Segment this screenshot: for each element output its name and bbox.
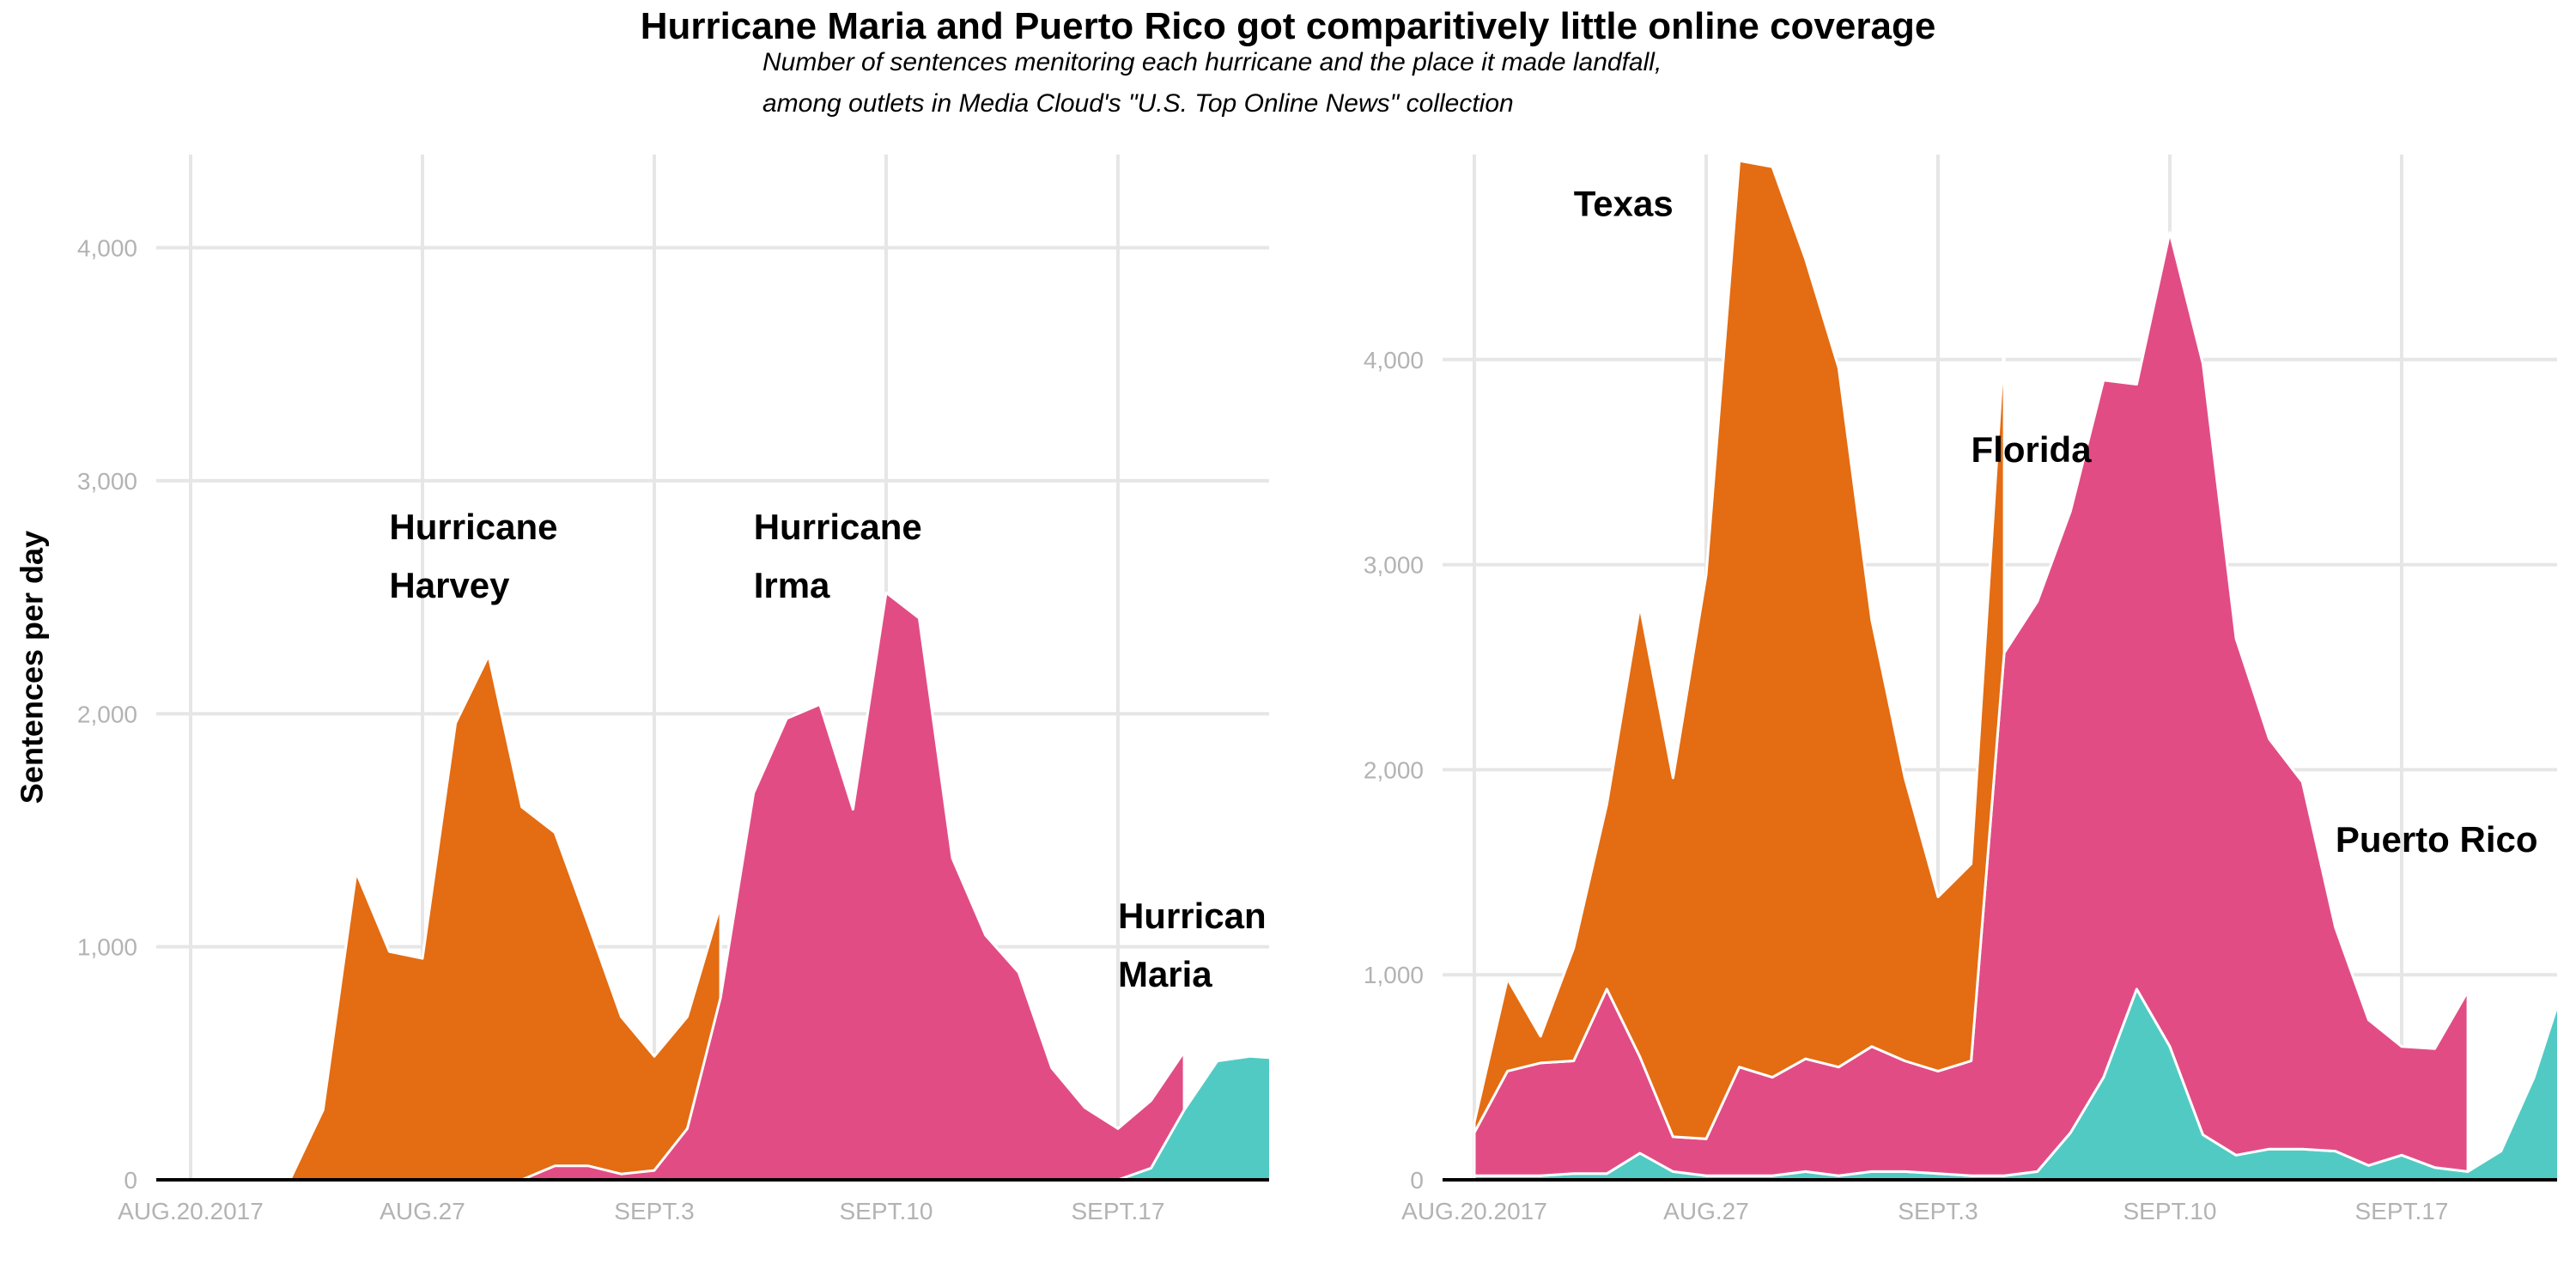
series-annotation: Puerto Rico bbox=[2336, 819, 2538, 860]
plot-area bbox=[189, 591, 1269, 1180]
y-tick-label: 1,000 bbox=[1364, 962, 1424, 988]
chart-title: Hurricane Maria and Puerto Rico got comp… bbox=[640, 5, 1936, 47]
chart-subtitle-line-1: Number of sentences menitoring each hurr… bbox=[762, 48, 1662, 76]
series-annotation: Texas bbox=[1574, 184, 1674, 224]
y-tick-label: 4,000 bbox=[1364, 347, 1424, 374]
x-tick-label: SEPT.17 bbox=[1071, 1198, 1164, 1224]
x-tick-label: AUG.27 bbox=[1663, 1198, 1749, 1224]
x-tick-label: AUG.27 bbox=[380, 1198, 465, 1224]
y-tick-label: 0 bbox=[124, 1167, 137, 1194]
chart-subtitle-line-2: among outlets in Media Cloud's "U.S. Top… bbox=[762, 89, 1514, 118]
x-tick-label: SEPT.3 bbox=[1898, 1198, 1978, 1224]
x-tick-label: SEPT.3 bbox=[614, 1198, 694, 1224]
area-texas bbox=[1473, 159, 2006, 1140]
y-tick-label: 3,000 bbox=[1364, 552, 1424, 579]
y-tick-label: 3,000 bbox=[77, 468, 137, 495]
x-tick-label: SEPT.17 bbox=[2354, 1198, 2448, 1224]
series-annotation: Hurricane Harvey bbox=[389, 507, 557, 605]
y-axis-label: Sentences per day bbox=[15, 531, 50, 804]
x-tick-label: SEPT.10 bbox=[839, 1198, 933, 1224]
y-tick-label: 0 bbox=[1410, 1167, 1424, 1194]
x-tick-label: AUG.20.2017 bbox=[118, 1198, 264, 1224]
series-annotation: Hurricane Irma bbox=[754, 507, 922, 605]
y-tick-label: 4,000 bbox=[77, 235, 137, 262]
area-hurricane-maria bbox=[189, 1054, 1269, 1180]
y-tick-label: 2,000 bbox=[77, 701, 137, 727]
x-tick-label: AUG.20.2017 bbox=[1401, 1198, 1547, 1224]
x-tick-label: SEPT.10 bbox=[2123, 1198, 2216, 1224]
plot-area bbox=[1473, 159, 2557, 1180]
chart-panel-2: 0 1,000 2,000 3,000 4,000 AUG.20.2017 AUG.27 SE… bbox=[1364, 155, 2557, 1224]
y-tick-label: 1,000 bbox=[77, 934, 137, 961]
y-tick-label: 2,000 bbox=[1364, 756, 1424, 783]
area-hurricane-harvey bbox=[189, 653, 722, 1180]
chart-panel-1: 0 1,000 2,000 3,000 4,000 AUG.20.2017 AUG.27 SE… bbox=[15, 155, 1269, 1224]
series-annotation: Hurrican Maria bbox=[1118, 896, 1267, 994]
series-annotation: Florida bbox=[1971, 429, 2093, 470]
